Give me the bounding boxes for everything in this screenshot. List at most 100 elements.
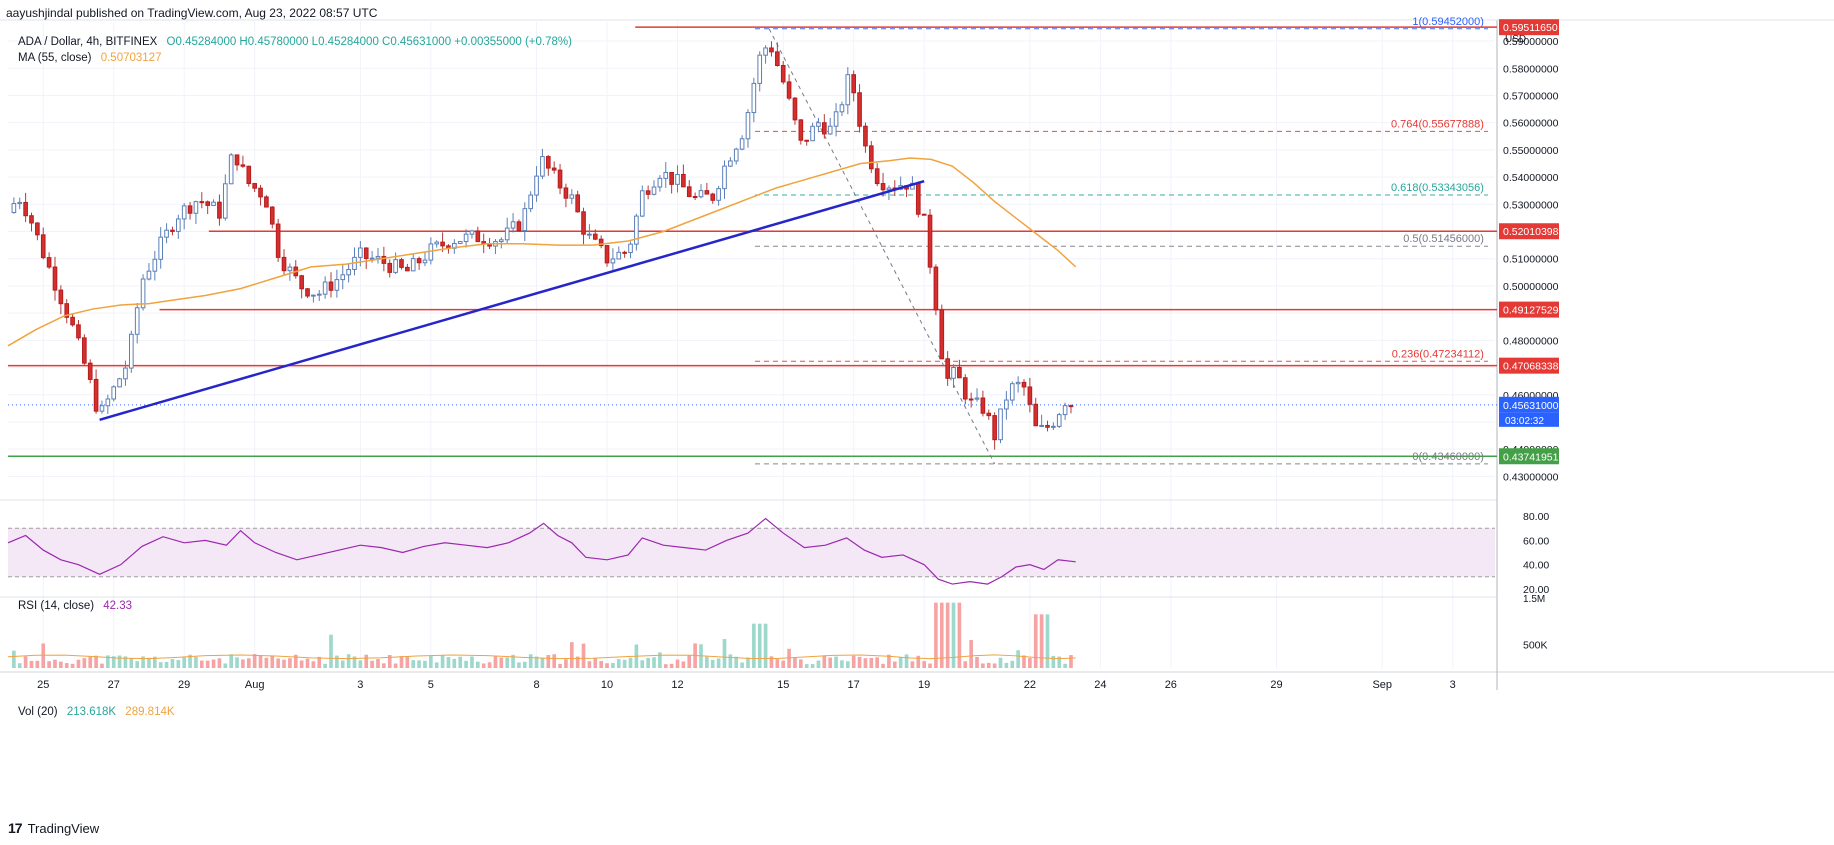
volume-bar [487,662,492,668]
volume-bar [346,654,351,668]
candle [598,238,604,247]
candle [375,255,381,259]
candle [757,54,763,84]
volume-bar [111,656,116,668]
price-axis-label: 0.58000000 [1503,63,1559,75]
volume-bar [922,661,926,668]
candle [17,201,23,205]
time-axis-label: 15 [777,679,789,691]
price-axis-label: 0.55000000 [1503,145,1559,157]
candle [434,241,440,245]
candle [358,247,363,258]
volume-bar [599,661,603,668]
price-axis-label: 0.53000000 [1503,199,1559,211]
time-axis-label: 25 [37,679,49,691]
volume-value: 213.618K [66,706,117,718]
volume-bar [951,602,956,668]
volume-bar [734,656,739,668]
candle [64,303,70,318]
candle [874,168,880,185]
time-axis-label: 27 [108,679,120,691]
volume-bar [722,639,727,668]
volume-bar [276,658,280,668]
volume-bar [17,663,22,668]
volume-bar [640,660,645,668]
volume-bar [1016,650,1020,668]
candle [745,112,751,140]
candle [616,251,622,260]
time-axis-label: 19 [918,679,930,691]
candle [29,215,34,224]
candle [240,164,246,167]
volume-bar [364,654,369,668]
tradingview-logo[interactable]: 17 TradingView [8,820,99,836]
volume-bar [793,657,797,668]
candle [1015,381,1021,385]
volume-bar [1057,656,1062,668]
volume-bar [481,663,486,668]
volume-bar [141,656,145,668]
candle [440,241,445,247]
rsi-axis-label: 20.00 [1523,584,1549,596]
volume-bar [622,659,627,668]
volume-bar [352,656,357,668]
candle [528,194,534,210]
symbol-legend[interactable]: ADA / Dollar, 4h, BITFINEX O0.45284000 H… [18,36,572,48]
candle [557,169,563,189]
candle [592,233,598,240]
volume-bar [705,656,709,668]
candle [545,156,551,169]
rsi-legend[interactable]: RSI (14, close) 42.33 [18,600,132,612]
volume-bar [452,658,457,668]
candle [217,201,222,219]
candle [669,171,674,185]
candle [816,122,821,127]
volume-bar [258,655,263,668]
candle [822,122,827,135]
volume-bar [1063,663,1067,668]
volume-bar [211,659,216,668]
candle [786,81,792,99]
candle [645,190,651,195]
candle [1062,405,1068,416]
volume-bar [47,661,51,668]
candle [980,397,986,414]
candle [193,201,199,214]
candle [269,206,275,225]
candle [287,266,293,272]
volume-bar [464,660,468,668]
candle [181,205,187,220]
volume-bar [998,657,1003,668]
price-axis-label: 0.56000000 [1503,118,1559,130]
candle [569,194,575,199]
volume-bar [299,660,304,668]
ma-legend[interactable]: MA (55, close) 0.50703127 [18,52,161,64]
candle [933,266,939,311]
candle [170,229,175,232]
price-tag-label: 0.45631000 [1503,400,1559,412]
volume-bar [293,654,298,668]
volume-bar [123,656,128,668]
candle [833,111,839,127]
candle [1045,424,1050,428]
candle [264,196,269,208]
candle [498,239,504,243]
candle [986,412,992,417]
volume-bar [411,660,416,668]
price-tag-label: 0.59511650 [1503,22,1558,34]
candle [111,386,117,400]
candle [992,415,997,441]
volume-bar [605,663,609,668]
candle [457,241,463,244]
volume-bar [393,663,398,668]
countdown-label: 03:02:32 [1505,416,1544,427]
candle [957,366,962,379]
price-tag [1499,301,1559,318]
volume-bar [329,634,333,668]
volume-legend[interactable]: Vol (20) 213.618K 289.814K [18,706,175,718]
volume-bar [869,657,874,668]
volume-bar [229,654,233,668]
candle [1021,381,1027,388]
candle [540,156,545,177]
